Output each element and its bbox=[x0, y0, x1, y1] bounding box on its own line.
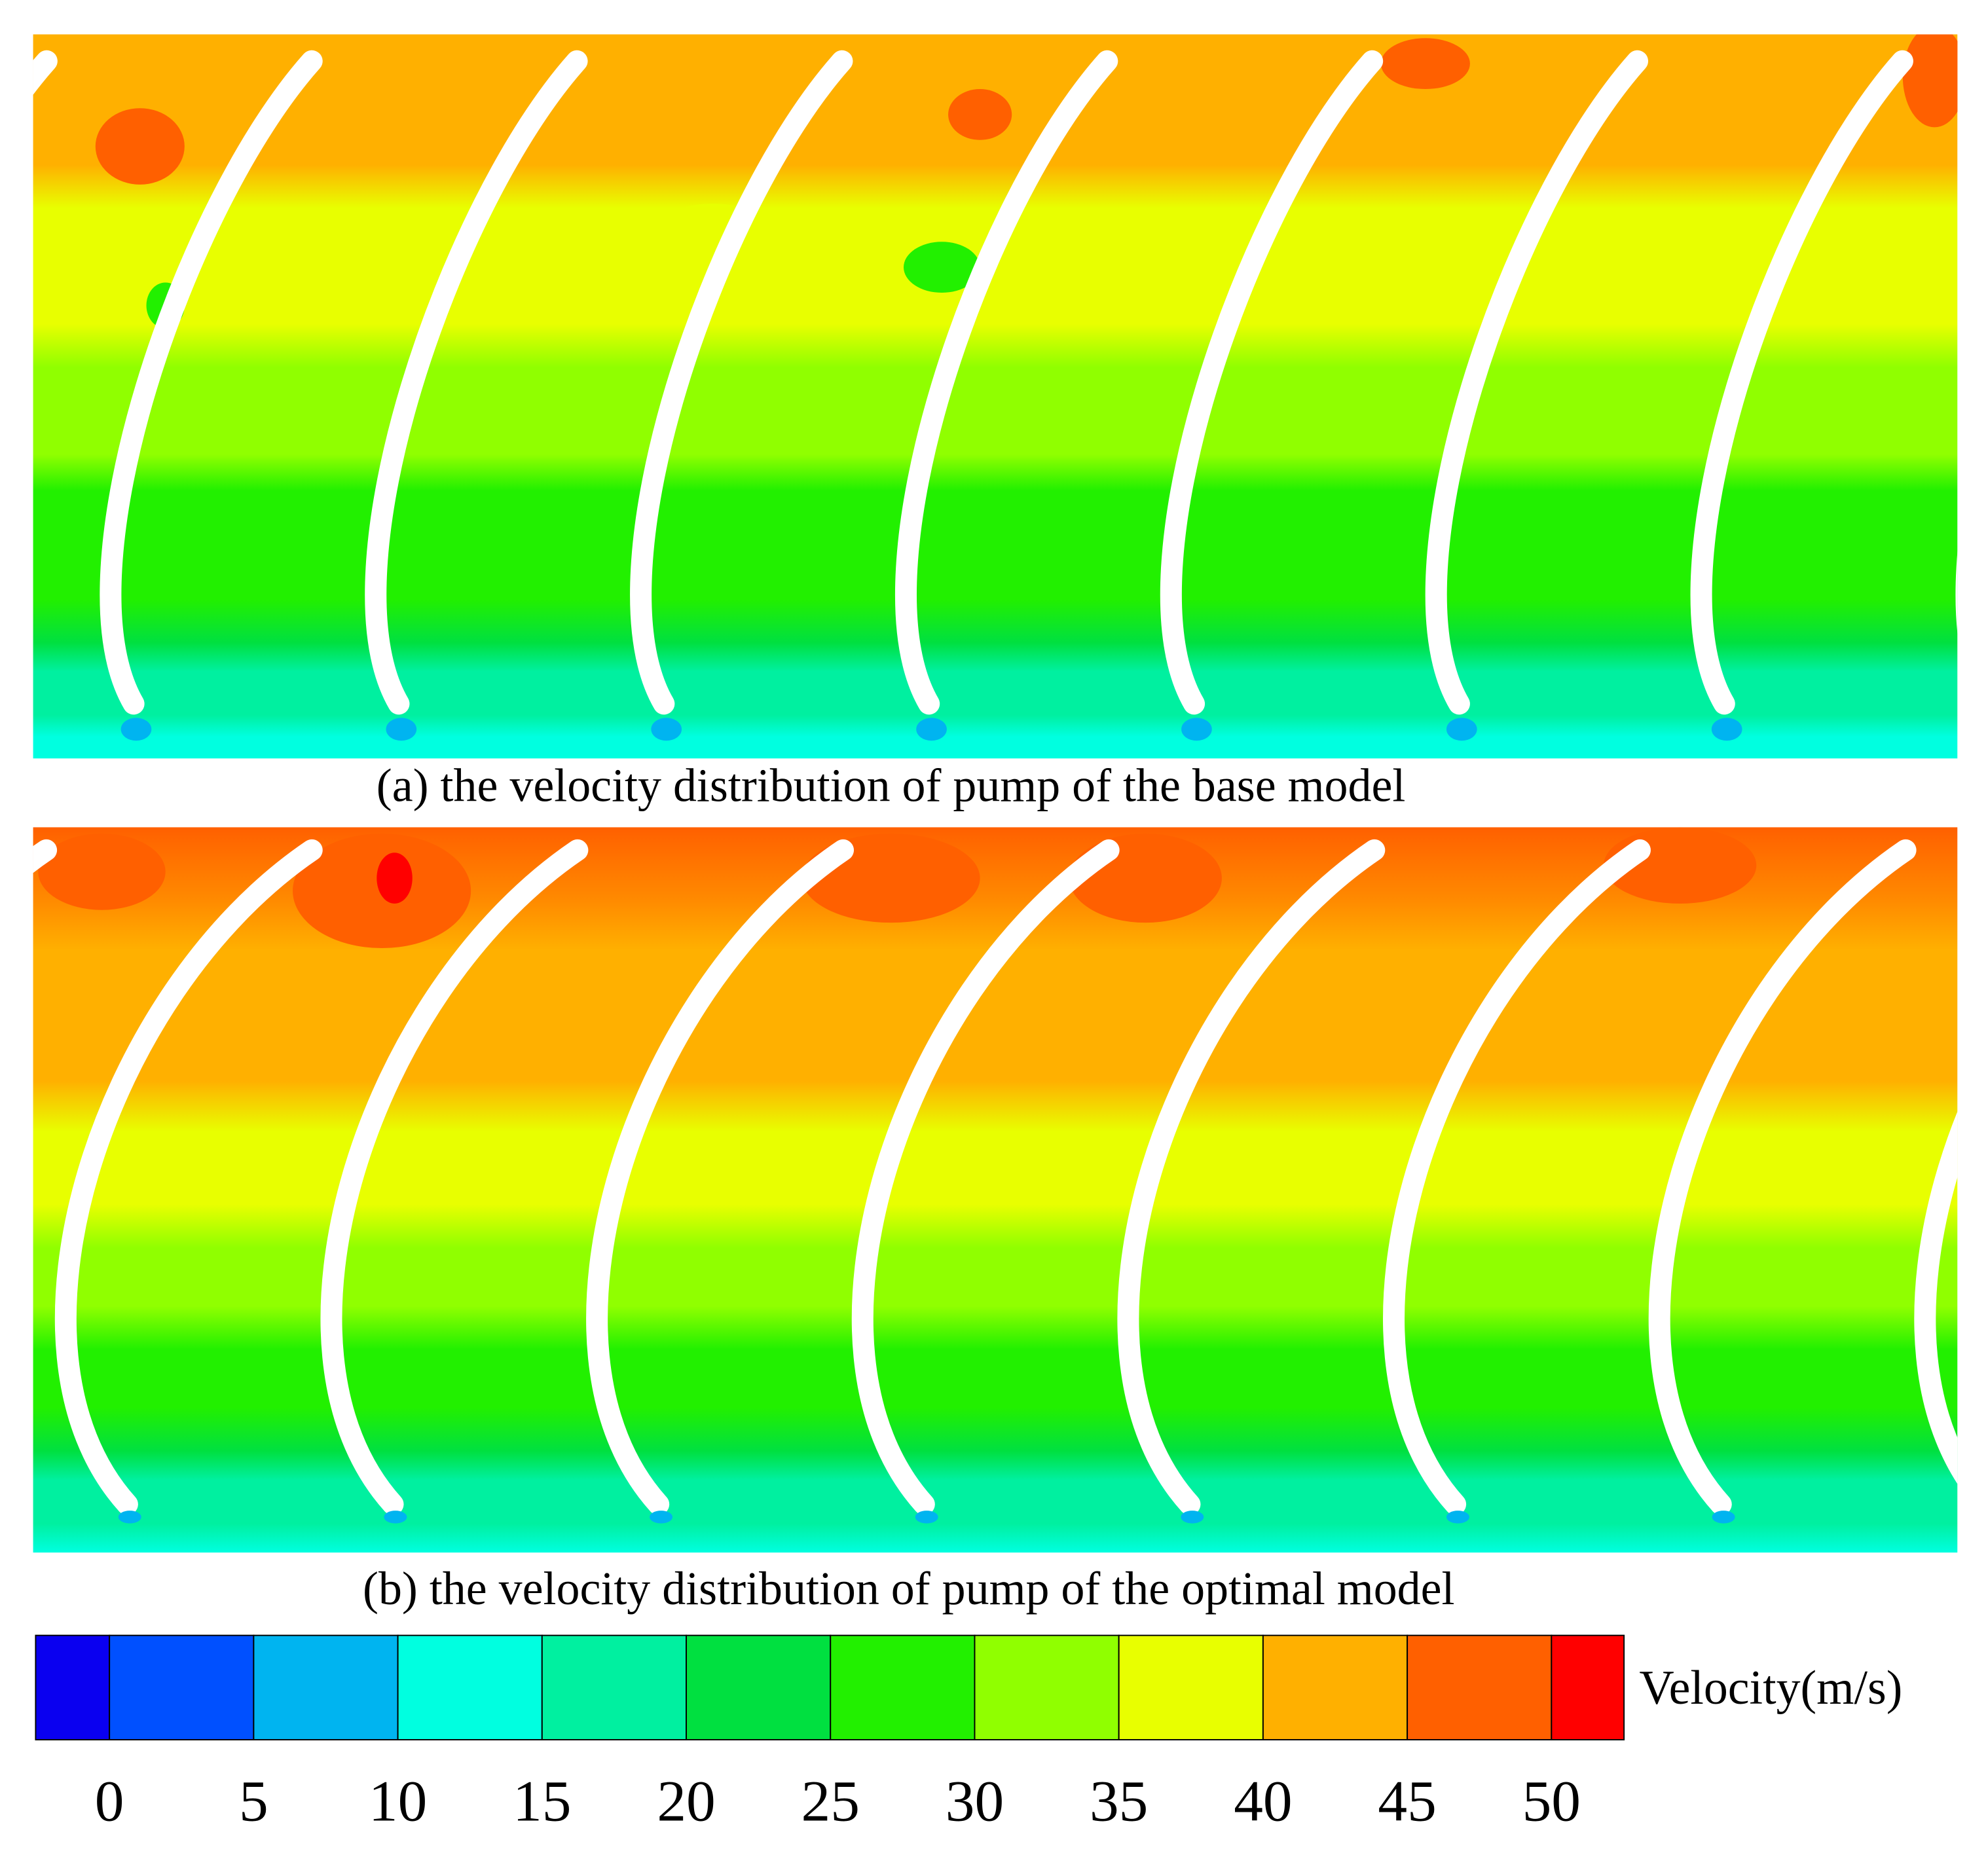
colorbar-swatch bbox=[1551, 1634, 1625, 1740]
blade bbox=[851, 839, 1120, 1515]
colorbar-tick-label: 5 bbox=[239, 1769, 268, 1834]
blade bbox=[100, 50, 323, 715]
wake bbox=[120, 718, 152, 741]
wake bbox=[1181, 718, 1212, 741]
colorbar-swatch bbox=[541, 1634, 687, 1740]
wake bbox=[384, 1511, 407, 1524]
colorbar-tick-label: 20 bbox=[657, 1769, 715, 1834]
contour-a bbox=[33, 34, 1958, 759]
colorbar-swatch bbox=[1118, 1634, 1264, 1740]
colorbar-tick-label: 50 bbox=[1522, 1769, 1581, 1834]
caption: (b) the velocity distribution of pump of… bbox=[363, 1562, 1455, 1615]
blade bbox=[1160, 50, 1384, 715]
colorbar-tick-label: 35 bbox=[1090, 1769, 1148, 1834]
colorbar-swatch bbox=[35, 1634, 111, 1740]
blade bbox=[894, 50, 1118, 715]
wake bbox=[916, 718, 947, 741]
blade bbox=[54, 839, 323, 1515]
colorbar-swatch bbox=[1407, 1634, 1553, 1740]
blade bbox=[1955, 553, 1958, 633]
colorbar-tick-label: 15 bbox=[513, 1769, 571, 1834]
wake bbox=[650, 1511, 673, 1524]
colorbar-tick-label: 30 bbox=[946, 1769, 1004, 1834]
colorbar-swatch bbox=[830, 1634, 976, 1740]
wake bbox=[1711, 718, 1742, 741]
colorbar-swatch bbox=[686, 1634, 832, 1740]
colorbar-swatch bbox=[109, 1634, 255, 1740]
wake bbox=[1446, 1511, 1469, 1524]
blade bbox=[1690, 50, 1913, 715]
wake bbox=[1712, 1511, 1735, 1524]
colorbar-tick-label: 40 bbox=[1234, 1769, 1292, 1834]
wake bbox=[1977, 718, 1988, 741]
blade bbox=[1425, 50, 1649, 715]
blade bbox=[365, 50, 588, 715]
caption: (a) the velocity distribution of pump of… bbox=[377, 760, 1406, 812]
blade bbox=[630, 50, 853, 715]
blades-a bbox=[33, 50, 1988, 741]
blades-b bbox=[33, 839, 1988, 1524]
colorbar-label: Velocity(m/s) bbox=[1639, 1660, 1902, 1714]
wake bbox=[915, 1511, 938, 1524]
colorbar-tick-label: 0 bbox=[95, 1769, 124, 1834]
blade bbox=[1383, 839, 1651, 1515]
wake bbox=[1446, 718, 1477, 741]
wake bbox=[1181, 1511, 1204, 1524]
colorbar-swatch bbox=[253, 1634, 399, 1740]
wake bbox=[118, 1511, 141, 1524]
wake bbox=[651, 718, 682, 741]
blade bbox=[1648, 839, 1917, 1515]
colorbar-swatch bbox=[397, 1634, 543, 1740]
colorbar-swatch bbox=[1262, 1634, 1408, 1740]
blade bbox=[586, 839, 855, 1515]
wake bbox=[1978, 1511, 1988, 1523]
colorbar-tick-label: 25 bbox=[801, 1769, 860, 1834]
blade bbox=[1117, 839, 1386, 1515]
blade bbox=[320, 839, 589, 1515]
wake bbox=[386, 718, 417, 741]
colorbar-swatch bbox=[974, 1634, 1120, 1740]
blade bbox=[1914, 1111, 1958, 1484]
colorbar-tick-label: 45 bbox=[1378, 1769, 1436, 1834]
colorbar-tick-label: 10 bbox=[369, 1769, 427, 1834]
